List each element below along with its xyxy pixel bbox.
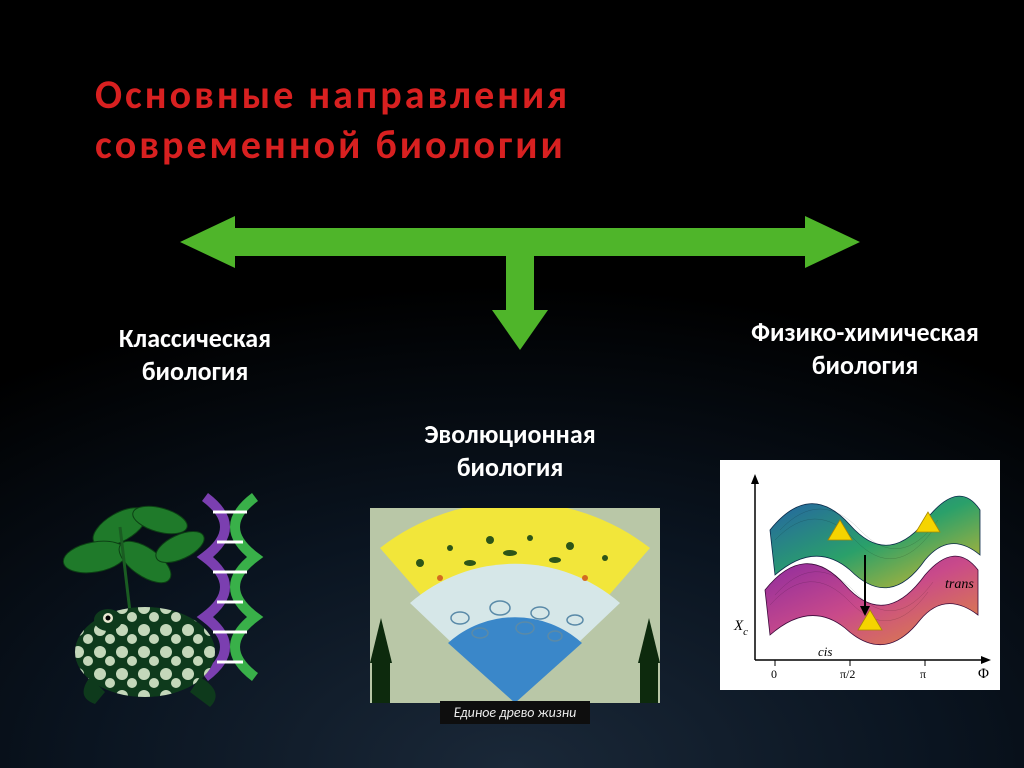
classical-illustration — [50, 492, 310, 712]
tick-1: π/2 — [840, 667, 855, 681]
energy-surface-graph: Xc Φ trans cis 0 π/2 π — [720, 460, 1000, 690]
caption-tree-of-life: Единое древо жизни — [440, 701, 591, 724]
slide: Основные направления современной биологи… — [0, 0, 1024, 768]
title-line-2: современной биологии — [95, 120, 566, 169]
slide-title: Основные направления современной биологи… — [95, 70, 570, 170]
image-classical — [50, 492, 310, 712]
title-line-1: Основные направления — [95, 70, 570, 119]
label-evolutionary: Эволюционная биология — [380, 418, 640, 483]
image-physchem: Xc Φ trans cis 0 π/2 π — [720, 460, 1000, 690]
label-physchem: Физико-химическая биология — [720, 316, 1010, 381]
tick-0: 0 — [771, 667, 777, 681]
image-evolution: Единое древо жизни — [370, 508, 660, 728]
cis-label: cis — [818, 644, 832, 659]
label-classical: Классическая биология — [80, 322, 310, 387]
trans-label: trans — [945, 577, 974, 592]
x-axis-label: Φ — [978, 666, 989, 682]
tick-2: π — [920, 667, 926, 681]
tree-of-life-illustration — [370, 508, 660, 703]
